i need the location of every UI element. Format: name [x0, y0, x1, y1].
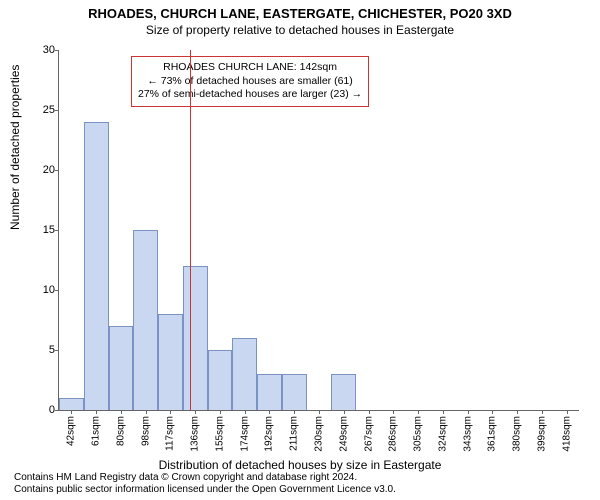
x-tick-mark: [393, 410, 394, 414]
y-tick-label: 25: [25, 104, 59, 116]
histogram-bar: [208, 350, 233, 410]
y-tick-label: 5: [25, 344, 59, 356]
y-tick-mark: [55, 50, 59, 51]
y-tick-label: 30: [25, 44, 59, 56]
x-tick-mark: [492, 410, 493, 414]
x-tick-label: 418sqm: [561, 416, 572, 452]
x-tick-label: 174sqm: [239, 416, 250, 452]
y-tick-label: 20: [25, 164, 59, 176]
x-tick-label: 155sqm: [214, 416, 225, 452]
x-tick-mark: [220, 410, 221, 414]
x-tick-label: 324sqm: [437, 416, 448, 452]
x-tick-label: 61sqm: [91, 416, 102, 446]
x-tick-label: 136sqm: [190, 416, 201, 452]
x-tick-label: 192sqm: [264, 416, 275, 452]
histogram-bar: [59, 398, 84, 410]
histogram-bar: [232, 338, 257, 410]
x-tick-mark: [443, 410, 444, 414]
x-tick-mark: [418, 410, 419, 414]
x-tick-label: 286sqm: [388, 416, 399, 452]
x-tick-label: 117sqm: [165, 416, 176, 451]
y-tick-mark: [55, 290, 59, 291]
x-tick-mark: [96, 410, 97, 414]
x-tick-mark: [567, 410, 568, 414]
x-tick-mark: [294, 410, 295, 414]
y-tick-mark: [55, 350, 59, 351]
footer-line: Contains public sector information licen…: [14, 484, 396, 496]
x-tick-mark: [170, 410, 171, 414]
reference-line: [190, 50, 191, 410]
histogram-bar: [109, 326, 134, 410]
x-tick-label: 399sqm: [536, 416, 547, 452]
histogram-bar: [282, 374, 307, 410]
annotation-line: RHOADES CHURCH LANE: 142sqm: [138, 61, 362, 75]
y-tick-label: 10: [25, 284, 59, 296]
x-tick-label: 230sqm: [314, 416, 325, 452]
x-tick-label: 42sqm: [66, 416, 77, 446]
x-tick-mark: [146, 410, 147, 414]
x-tick-mark: [369, 410, 370, 414]
y-tick-mark: [55, 410, 59, 411]
chart-title: RHOADES, CHURCH LANE, EASTERGATE, CHICHE…: [0, 0, 600, 21]
x-tick-label: 361sqm: [487, 416, 498, 452]
chart-container: RHOADES, CHURCH LANE, EASTERGATE, CHICHE…: [0, 0, 600, 500]
histogram-bar: [158, 314, 183, 410]
x-tick-mark: [71, 410, 72, 414]
footer-line: Contains HM Land Registry data © Crown c…: [14, 472, 396, 484]
y-tick-mark: [55, 110, 59, 111]
histogram-bar: [257, 374, 282, 410]
y-tick-mark: [55, 170, 59, 171]
x-tick-mark: [195, 410, 196, 414]
x-tick-label: 98sqm: [140, 416, 151, 446]
annotation-box: RHOADES CHURCH LANE: 142sqm ← 73% of det…: [131, 56, 369, 107]
x-tick-label: 267sqm: [363, 416, 374, 452]
x-axis-label: Distribution of detached houses by size …: [0, 458, 600, 472]
y-axis-label: Number of detached properties: [8, 65, 22, 230]
x-tick-label: 211sqm: [289, 416, 300, 451]
annotation-line: ← 73% of detached houses are smaller (61…: [138, 75, 362, 89]
x-tick-mark: [269, 410, 270, 414]
y-tick-label: 15: [25, 224, 59, 236]
x-tick-label: 305sqm: [413, 416, 424, 452]
histogram-bar: [84, 122, 109, 410]
plot-area: RHOADES CHURCH LANE: 142sqm ← 73% of det…: [58, 50, 579, 411]
x-tick-label: 80sqm: [115, 416, 126, 446]
x-tick-mark: [517, 410, 518, 414]
x-tick-label: 343sqm: [462, 416, 473, 452]
x-tick-label: 380sqm: [512, 416, 523, 452]
histogram-bar: [183, 266, 208, 410]
footer-attribution: Contains HM Land Registry data © Crown c…: [14, 472, 396, 496]
x-tick-mark: [319, 410, 320, 414]
y-tick-label: 0: [25, 404, 59, 416]
x-tick-mark: [344, 410, 345, 414]
annotation-line: 27% of semi-detached houses are larger (…: [138, 88, 362, 102]
x-tick-label: 249sqm: [338, 416, 349, 452]
y-tick-mark: [55, 230, 59, 231]
x-tick-mark: [542, 410, 543, 414]
x-tick-mark: [245, 410, 246, 414]
chart-subtitle: Size of property relative to detached ho…: [0, 21, 600, 37]
histogram-bar: [133, 230, 158, 410]
histogram-bar: [331, 374, 356, 410]
x-tick-mark: [121, 410, 122, 414]
x-tick-mark: [468, 410, 469, 414]
